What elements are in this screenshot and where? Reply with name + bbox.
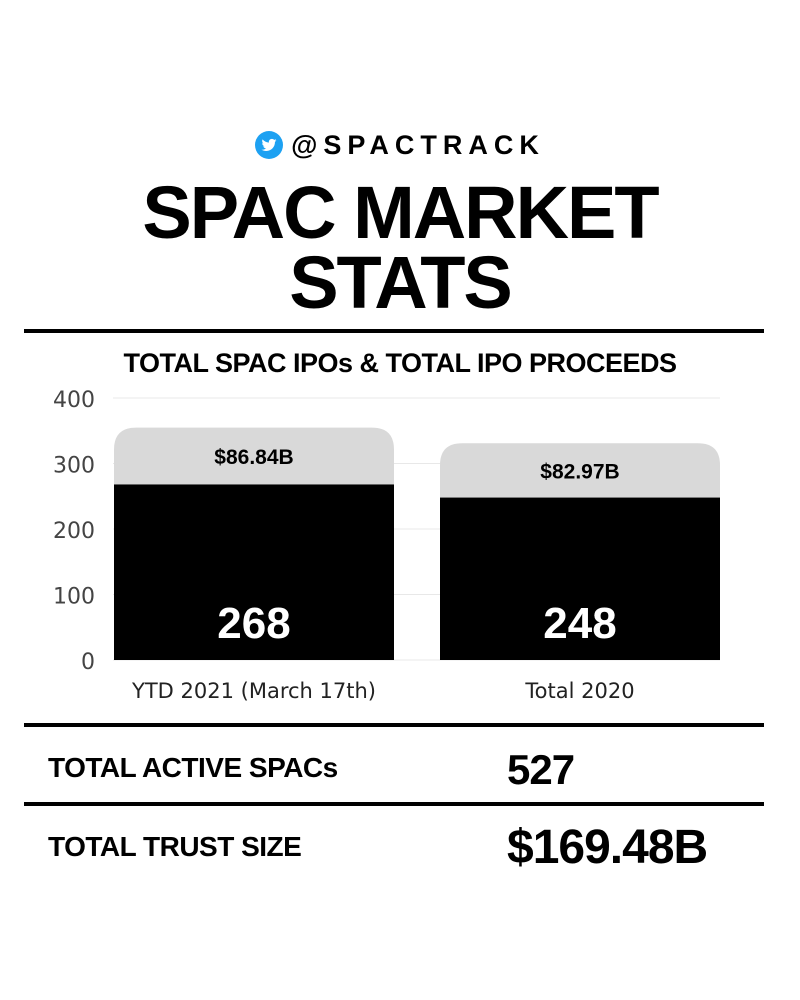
bar-ipos — [114, 484, 394, 660]
active-spacs-label: TOTAL ACTIVE SPACs — [48, 752, 338, 783]
active-spacs-value: 527 — [507, 746, 575, 793]
bar-proceeds — [440, 443, 720, 498]
twitter-handle: @SPACTRACK — [0, 127, 800, 163]
x-tick-label: YTD 2021 (March 17th) — [131, 679, 376, 703]
divider — [24, 329, 764, 333]
y-tick-label: 200 — [53, 519, 95, 544]
bar-proceeds-label: $82.97B — [540, 460, 619, 483]
bar-ipos-label: 248 — [543, 599, 616, 648]
y-tick-label: 0 — [81, 650, 95, 675]
page-title-line2: STATS — [289, 241, 513, 324]
bar-proceeds-label: $86.84B — [214, 446, 293, 469]
bar-chart: 0 100 200 300 400 $86.84B 268 YTD 2021 (March 1… — [53, 388, 720, 703]
bar-ipos-label: 268 — [217, 599, 290, 648]
bar-ipos — [440, 497, 720, 660]
y-tick-label: 400 — [53, 388, 95, 413]
divider — [24, 802, 764, 806]
twitter-bird-icon — [255, 131, 284, 159]
trust-size-value: $169.48B — [507, 821, 708, 874]
chart-title: TOTAL SPAC IPOs & TOTAL IPO PROCEEDS — [123, 348, 677, 378]
y-tick-label: 100 — [53, 585, 95, 610]
divider — [24, 723, 764, 727]
x-tick-label: Total 2020 — [524, 679, 634, 703]
page-title-line1: SPAC MARKET — [142, 171, 659, 254]
trust-size-label: TOTAL TRUST SIZE — [48, 831, 302, 862]
twitter-handle-text: @SPACTRACK — [291, 129, 545, 160]
bar-proceeds — [114, 427, 394, 485]
y-tick-label: 300 — [53, 454, 95, 479]
